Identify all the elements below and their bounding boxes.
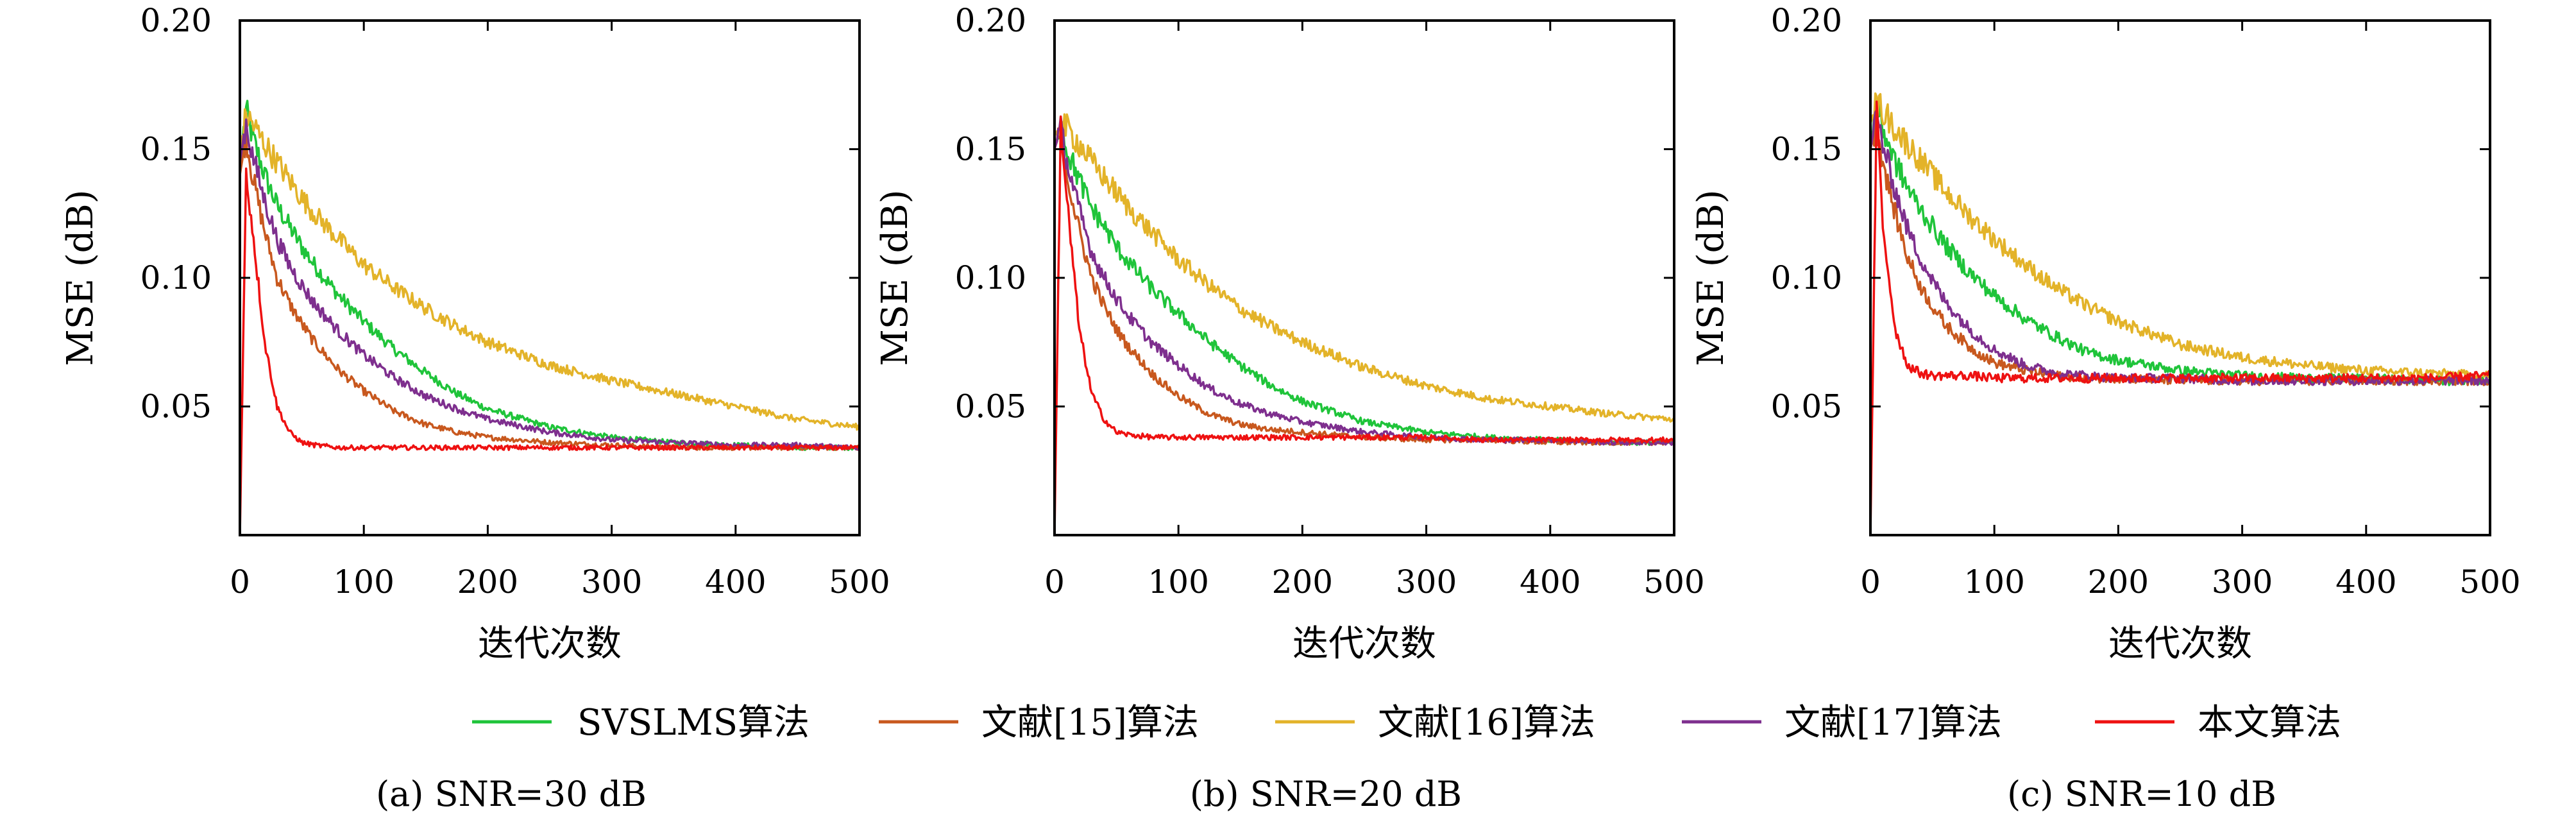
y-tick-label: 0.20 — [1771, 2, 1842, 39]
legend-entry: 文献[17]算法 — [1682, 702, 2002, 744]
y-tick-label: 0.15 — [140, 131, 212, 168]
series-line-3 — [1055, 113, 1674, 423]
y-tick-label: 0.20 — [955, 2, 1026, 39]
series-group — [240, 99, 860, 535]
series-line-4 — [240, 118, 860, 451]
x-tick-label: 0 — [1044, 563, 1065, 601]
chart-panel-3: 0 100 200 300 400 500 0.05 0.10 0.15 0.20 MSE (dB)… — [1690, 2, 2521, 814]
legend-entry: 文献[15]算法 — [879, 702, 1199, 744]
y-tick-label: 0.10 — [1771, 259, 1842, 296]
y-tick-label: 0.10 — [140, 259, 212, 296]
x-tick-label: 400 — [1520, 563, 1580, 601]
x-tick-label: 300 — [581, 563, 642, 601]
series-line-3 — [240, 108, 860, 431]
panel-caption: (a) SNR=30 dB — [376, 774, 647, 814]
x-tick-label: 200 — [2088, 563, 2149, 601]
y-tick-label: 0.15 — [955, 131, 1026, 168]
plot-frame — [239, 19, 861, 536]
x-axis-label: 迭代次数 — [1292, 623, 1436, 665]
legend-entry: 文献[16]算法 — [1275, 702, 1595, 744]
panel-caption: (b) SNR=20 dB — [1190, 774, 1462, 814]
x-axis-label: 迭代次数 — [2108, 623, 2252, 665]
x-tick-label: 200 — [1272, 563, 1333, 601]
x-tick-label: 300 — [1396, 563, 1457, 601]
x-tick-label: 300 — [2212, 563, 2273, 601]
x-tick-label: 100 — [333, 563, 394, 601]
series-group — [1055, 113, 1674, 535]
series-line-5 — [1055, 115, 1674, 535]
x-tick-label: 400 — [2335, 563, 2396, 601]
legend: SVSLMS算法 文献[15]算法 文献[16]算法 文献[17]算法 本文算法 — [472, 702, 2341, 744]
legend-entry: SVSLMS算法 — [472, 702, 809, 744]
y-tick-label: 0.05 — [140, 388, 212, 425]
x-tick-label: 0 — [230, 563, 250, 601]
y-tick-label: 0.20 — [140, 2, 212, 39]
x-axis-label: 迭代次数 — [478, 623, 622, 665]
x-tick-label: 400 — [705, 563, 766, 601]
legend-label: SVSLMS算法 — [577, 702, 809, 744]
x-tick-label: 500 — [1643, 563, 1704, 601]
chart-panel-1: 0 100 200 300 400 500 0.05 0.10 0.15 0.20 MSE (dB)… — [60, 2, 890, 814]
series-line-4 — [1055, 115, 1674, 446]
series-line-5 — [1870, 100, 2490, 535]
y-axis-label: MSE (dB) — [1690, 189, 1732, 366]
chart-panel-2: 0 100 200 300 400 500 0.05 0.10 0.15 0.20 MSE (dB)… — [874, 2, 1705, 814]
x-tick-label: 200 — [457, 563, 518, 601]
series-line-3 — [1870, 92, 2490, 381]
series-line-2 — [240, 132, 860, 451]
series-line-5 — [240, 167, 860, 535]
legend-label: 文献[17]算法 — [1784, 702, 2002, 744]
series-line-2 — [1055, 120, 1674, 447]
y-tick-label: 0.10 — [955, 259, 1026, 296]
legend-label: 本文算法 — [2198, 702, 2341, 744]
legend-entry: 本文算法 — [2095, 702, 2341, 744]
y-axis-label: MSE (dB) — [60, 189, 101, 366]
y-axis-label: MSE (dB) — [874, 189, 916, 366]
x-tick-label: 0 — [1860, 563, 1881, 601]
legend-label: 文献[16]算法 — [1378, 702, 1595, 744]
x-tick-label: 100 — [1963, 563, 2024, 601]
x-tick-label: 500 — [829, 563, 890, 601]
series-line-1 — [240, 99, 860, 451]
y-tick-label: 0.15 — [1771, 131, 1842, 168]
y-tick-label: 0.05 — [955, 388, 1026, 425]
y-tick-label: 0.05 — [1771, 388, 1842, 425]
chart-panels: 0 100 200 300 400 500 0.05 0.10 0.15 0.20 MSE (dB)… — [60, 2, 2521, 814]
plot-frame — [1869, 19, 2491, 536]
panel-caption: (c) SNR=10 dB — [2007, 774, 2276, 814]
series-group — [1870, 92, 2490, 535]
x-tick-label: 100 — [1148, 563, 1208, 601]
legend-label: 文献[15]算法 — [981, 702, 1199, 744]
x-tick-label: 500 — [2459, 563, 2520, 601]
series-line-1 — [1055, 128, 1674, 447]
